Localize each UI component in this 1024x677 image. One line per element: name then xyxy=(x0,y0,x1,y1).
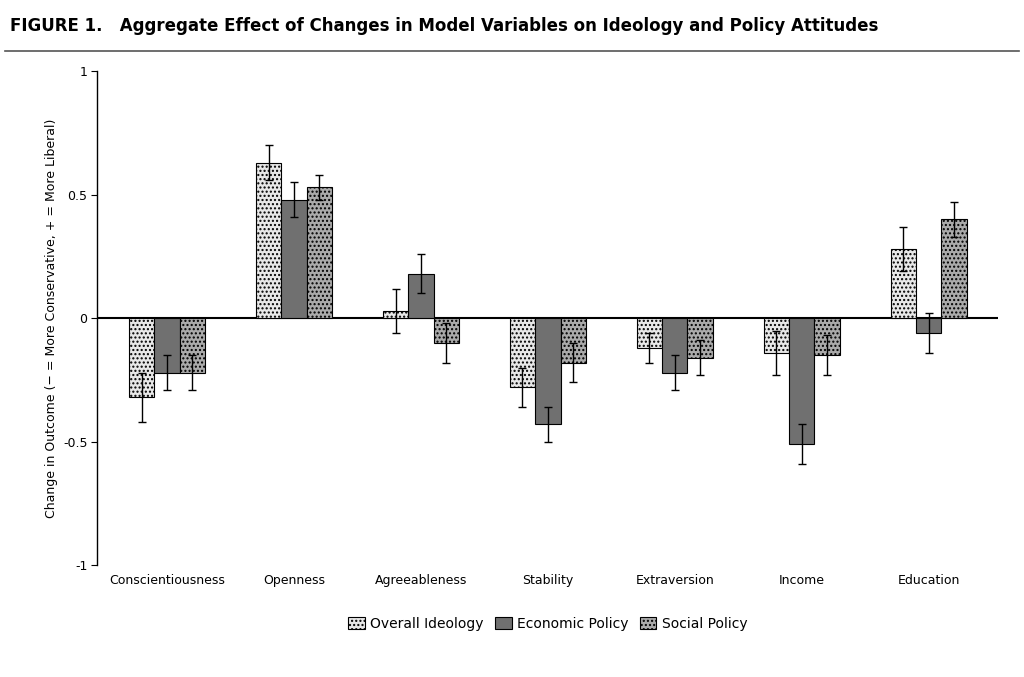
Bar xyxy=(256,162,282,318)
Bar xyxy=(560,318,586,363)
Bar xyxy=(663,318,687,372)
Bar xyxy=(915,318,941,333)
Bar xyxy=(282,200,307,318)
Bar xyxy=(409,274,433,318)
Bar xyxy=(180,318,205,372)
Text: FIGURE 1.   Aggregate Effect of Changes in Model Variables on Ideology and Polic: FIGURE 1. Aggregate Effect of Changes in… xyxy=(10,17,879,35)
Bar xyxy=(764,318,788,353)
Bar xyxy=(814,318,840,355)
Bar xyxy=(383,311,409,318)
Bar xyxy=(510,318,536,387)
Bar xyxy=(941,219,967,318)
Bar xyxy=(536,318,560,424)
Y-axis label: Change in Outcome (− = More Conservative, + = More Liberal): Change in Outcome (− = More Conservative… xyxy=(44,118,57,518)
Bar xyxy=(129,318,155,397)
Bar xyxy=(433,318,459,343)
Bar xyxy=(307,188,332,318)
Bar xyxy=(637,318,663,348)
Bar xyxy=(788,318,814,444)
Bar xyxy=(687,318,713,357)
Bar xyxy=(155,318,180,372)
Legend: Overall Ideology, Economic Policy, Social Policy: Overall Ideology, Economic Policy, Socia… xyxy=(344,613,752,635)
Bar xyxy=(891,249,915,318)
